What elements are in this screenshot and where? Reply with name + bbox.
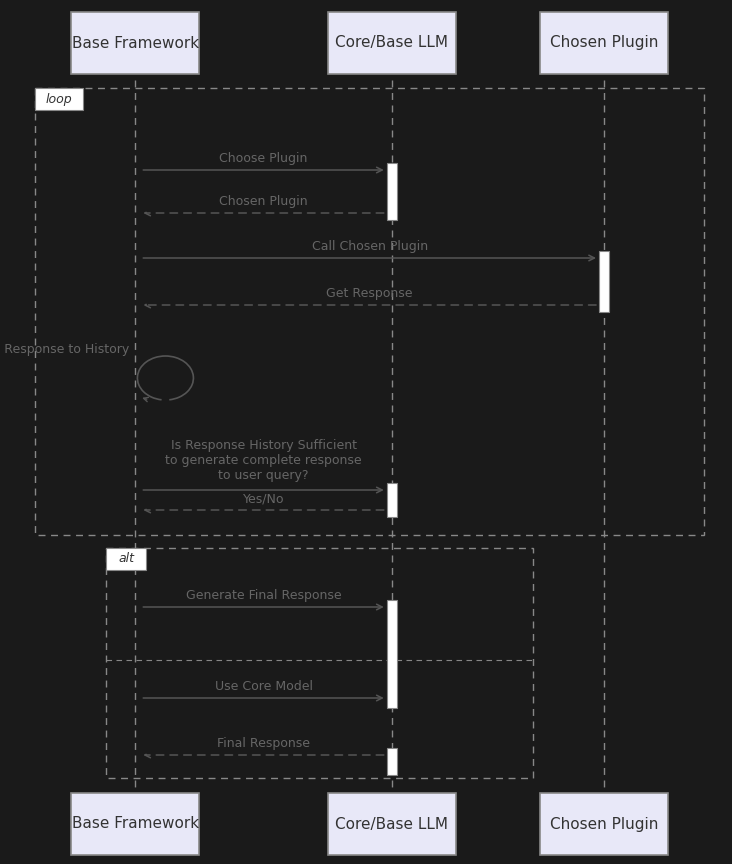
Text: loop: loop — [46, 92, 72, 105]
Bar — [386, 748, 397, 775]
Text: Choose Plugin: Choose Plugin — [220, 152, 307, 165]
Bar — [599, 251, 609, 312]
Text: Get Response: Get Response — [326, 287, 413, 300]
Bar — [106, 548, 146, 570]
Text: Core/Base LLM: Core/Base LLM — [335, 816, 448, 831]
Bar — [386, 483, 397, 517]
Bar — [35, 88, 704, 535]
Text: Chosen Plugin: Chosen Plugin — [219, 195, 308, 208]
Bar — [35, 88, 83, 110]
Bar — [328, 12, 455, 74]
Text: Add Response to History: Add Response to History — [0, 342, 130, 355]
Text: Use Core Model: Use Core Model — [214, 680, 313, 693]
Bar — [71, 12, 199, 74]
Text: Generate Final Response: Generate Final Response — [186, 589, 341, 602]
Text: Chosen Plugin: Chosen Plugin — [550, 35, 658, 50]
Bar — [386, 163, 397, 220]
Text: Call Chosen Plugin: Call Chosen Plugin — [312, 240, 427, 253]
Text: Yes/No: Yes/No — [243, 492, 284, 505]
Text: Core/Base LLM: Core/Base LLM — [335, 35, 448, 50]
Bar — [71, 793, 199, 855]
Bar — [386, 600, 397, 708]
Text: alt: alt — [118, 552, 134, 566]
Bar — [540, 12, 668, 74]
Text: Base Framework: Base Framework — [72, 816, 199, 831]
Text: Base Framework: Base Framework — [72, 35, 199, 50]
Text: Is Response History Sufficient
to generate complete response
to user query?: Is Response History Sufficient to genera… — [165, 439, 362, 482]
Bar — [106, 548, 533, 778]
Text: Final Response: Final Response — [217, 737, 310, 750]
Bar — [328, 793, 455, 855]
Text: Chosen Plugin: Chosen Plugin — [550, 816, 658, 831]
Bar — [540, 793, 668, 855]
